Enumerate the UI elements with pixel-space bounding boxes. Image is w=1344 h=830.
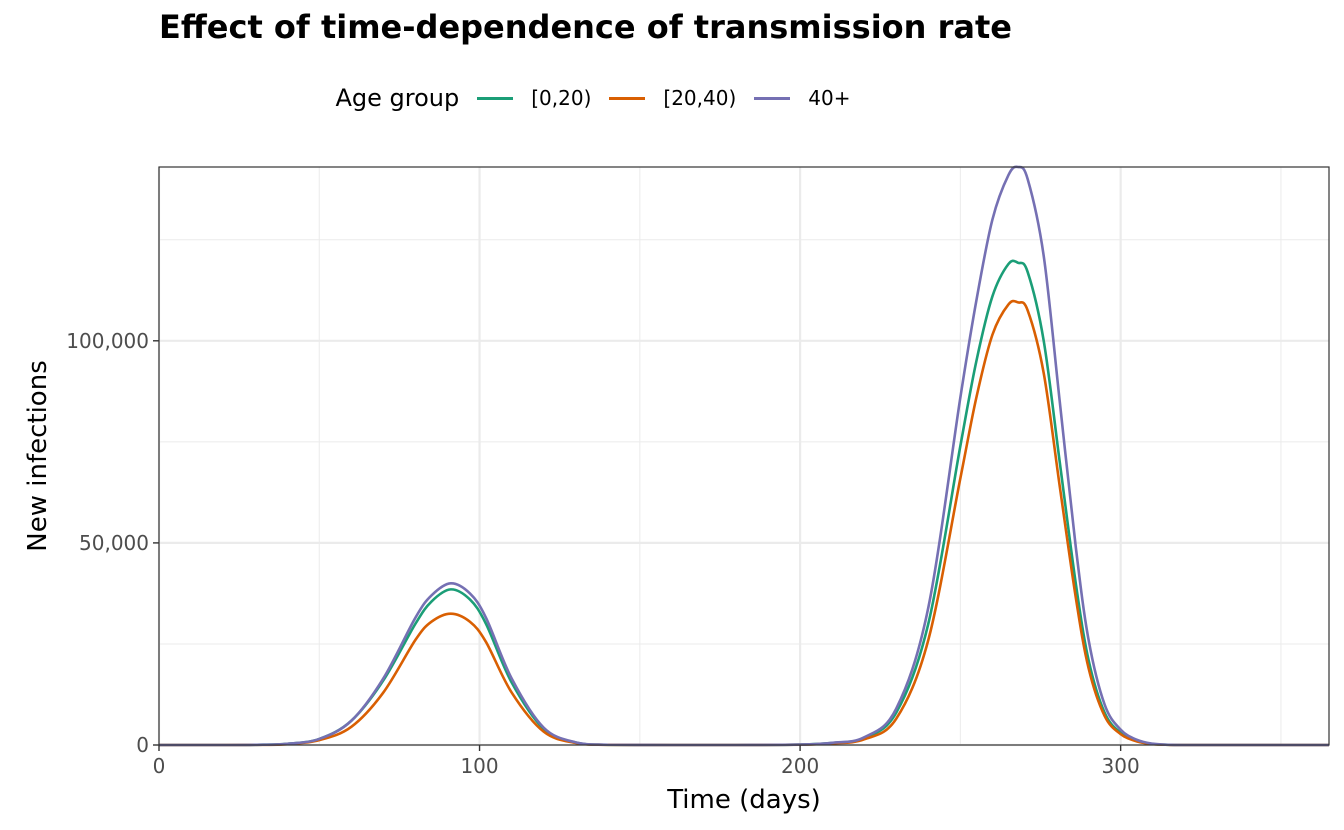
chart-title: Effect of time-dependence of transmissio… <box>159 8 1012 46</box>
y-tick-label: 100,000 <box>66 329 149 353</box>
x-tick-label: 200 <box>781 754 819 778</box>
y-axis: 0 50,000 100,000 <box>66 329 159 757</box>
legend-swatch <box>477 96 514 100</box>
legend-label: 40+ <box>808 86 851 110</box>
series-line-0 <box>159 259 1329 747</box>
legend-swatch <box>609 96 646 100</box>
series-line-2 <box>159 165 1329 747</box>
y-tick-label: 0 <box>136 733 149 757</box>
legend-title: Age group <box>335 84 460 112</box>
x-axis: 0 100 200 300 <box>153 745 1140 778</box>
y-axis-title: New infections <box>23 360 53 551</box>
legend-entries: [0,20) [20,40) 40+ <box>477 86 868 110</box>
x-tick-label: 300 <box>1102 754 1140 778</box>
legend-entry-2: 40+ <box>754 86 850 110</box>
legend-label: [0,20) <box>531 86 592 110</box>
grid-minor <box>159 167 1329 745</box>
series-lines <box>159 165 1329 747</box>
legend-entry-0: [0,20) <box>477 86 591 110</box>
x-tick-label: 0 <box>153 754 166 778</box>
plot-panel <box>159 167 1329 745</box>
x-axis-title: Time (days) <box>666 785 821 815</box>
legend-entry-1: [20,40) <box>609 86 736 110</box>
legend: Age group [0,20) [20,40) 40+ <box>0 84 1344 112</box>
series-line-1 <box>159 299 1329 747</box>
legend-label: [20,40) <box>663 86 737 110</box>
legend-swatch <box>754 96 791 100</box>
x-tick-label: 100 <box>460 754 498 778</box>
y-tick-label: 50,000 <box>79 531 149 555</box>
plot-border <box>158 166 1330 746</box>
